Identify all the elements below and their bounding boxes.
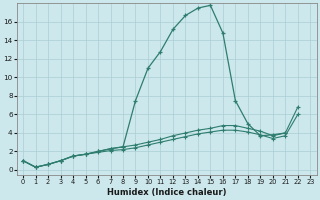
X-axis label: Humidex (Indice chaleur): Humidex (Indice chaleur) [107,188,227,197]
